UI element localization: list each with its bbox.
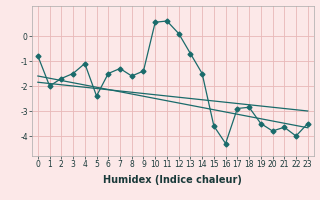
X-axis label: Humidex (Indice chaleur): Humidex (Indice chaleur) (103, 175, 242, 185)
